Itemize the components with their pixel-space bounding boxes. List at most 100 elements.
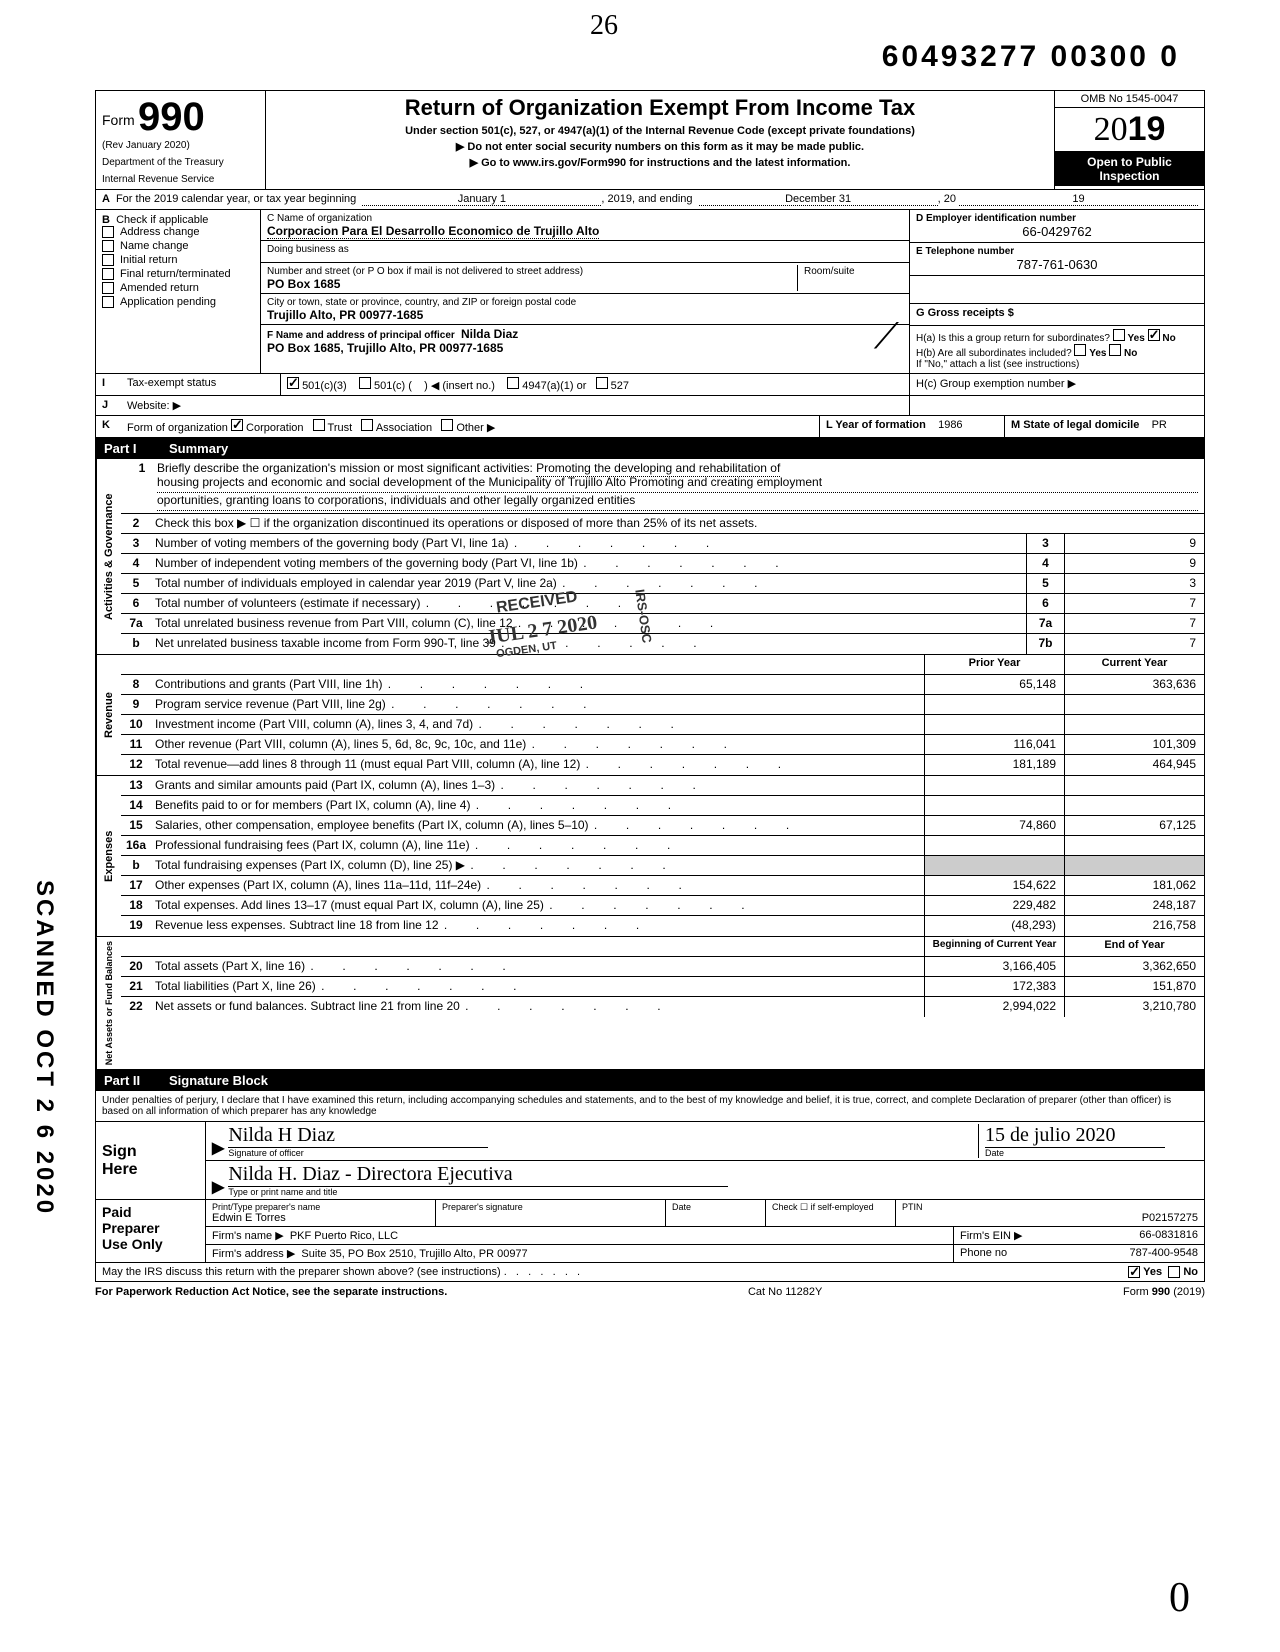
- checkbox-name-change[interactable]: [102, 240, 114, 252]
- typed-name-label: Type or print name and title: [228, 1187, 1198, 1197]
- preparer-label: Preparer: [102, 1220, 199, 1236]
- summary-line: 4Number of independent voting members of…: [121, 554, 1204, 574]
- part2-header: Part II Signature Block: [95, 1070, 1205, 1091]
- summary-line: 21Total liabilities (Part X, line 26)172…: [121, 977, 1204, 997]
- checkbox-discuss-no[interactable]: [1168, 1266, 1180, 1278]
- typed-name-value: Nilda H. Diaz - Directora Ejecutiva: [228, 1163, 728, 1187]
- form-label: Form: [102, 112, 135, 128]
- label-name-change: Name change: [120, 240, 189, 252]
- label-amended-return: Amended return: [120, 282, 199, 294]
- summary-expenses: Expenses 13Grants and similar amounts pa…: [95, 776, 1205, 937]
- city-label: City or town, state or province, country…: [267, 297, 576, 308]
- line-a: A For the 2019 calendar year, or tax yea…: [95, 190, 1205, 210]
- hb-note: If "No," attach a list (see instructions…: [916, 359, 1079, 370]
- room-label: Room/suite: [804, 266, 855, 277]
- checkbox-application-pending[interactable]: [102, 296, 114, 308]
- k-label: K: [102, 419, 110, 431]
- discuss-no: No: [1183, 1266, 1198, 1278]
- summary-line: bTotal fundraising expenses (Part IX, co…: [121, 856, 1204, 876]
- mission-label: Briefly describe the organization's miss…: [157, 461, 533, 475]
- arrow-icon: ▶: [212, 1138, 224, 1158]
- opt-501c3: 501(c)(3): [302, 380, 347, 392]
- checkbox-501c3[interactable]: [287, 377, 299, 389]
- ptin-value: P02157275: [902, 1212, 1198, 1224]
- org-address: PO Box 1685: [267, 277, 340, 291]
- year-prefix: 20: [1094, 111, 1128, 148]
- omb-number: OMB No 1545-0047: [1055, 91, 1204, 108]
- firm-phone-value: 787-400-9548: [1129, 1247, 1198, 1259]
- dept-treasury: Department of the Treasury: [102, 157, 259, 168]
- scanned-stamp: SCANNED OCT 2 6 2020: [30, 880, 58, 1216]
- side-label-expenses: Expenses: [96, 776, 121, 936]
- checkbox-address-change[interactable]: [102, 226, 114, 238]
- checkbox-4947[interactable]: [507, 377, 519, 389]
- discuss-text: May the IRS discuss this return with the…: [102, 1266, 501, 1278]
- summary-line: 15Salaries, other compensation, employee…: [121, 816, 1204, 836]
- handwritten-top: 26: [590, 10, 618, 42]
- sign-date-value: 15 de julio 2020: [985, 1124, 1165, 1148]
- ein-value: 66-0429762: [916, 224, 1198, 239]
- summary-line: 16aProfessional fundraising fees (Part I…: [121, 836, 1204, 856]
- checkbox-527[interactable]: [596, 377, 608, 389]
- dept-irs: Internal Revenue Service: [102, 174, 259, 185]
- summary-line: 9Program service revenue (Part VIII, lin…: [121, 695, 1204, 715]
- summary-line: 5Total number of individuals employed in…: [121, 574, 1204, 594]
- checkbox-corporation[interactable]: [231, 419, 243, 431]
- org-name: Corporacion Para El Desarrollo Economico…: [267, 224, 599, 239]
- opt-501c-insert: ) ◀ (insert no.): [424, 380, 495, 392]
- summary-line: 19Revenue less expenses. Subtract line 1…: [121, 916, 1204, 936]
- checkbox-hb-yes[interactable]: [1074, 344, 1086, 356]
- paid-label: Paid: [102, 1204, 199, 1220]
- prep-sig-label: Preparer's signature: [436, 1200, 666, 1226]
- handwritten-bottom: 0: [1169, 1574, 1190, 1622]
- arrow-icon: ▶: [212, 1177, 224, 1197]
- hb-label: H(b) Are all subordinates included?: [916, 348, 1072, 359]
- sign-date-label: Date: [985, 1148, 1198, 1158]
- discuss-yes: Yes: [1143, 1266, 1162, 1278]
- form-note-2: ▶ Go to www.irs.gov/Form990 for instruct…: [272, 156, 1048, 169]
- line-i: I Tax-exempt status 501(c)(3) 501(c) ( )…: [95, 374, 1205, 396]
- tax-year-begin: January 1: [362, 193, 601, 206]
- checkbox-discuss-yes[interactable]: [1128, 1266, 1140, 1278]
- summary-line: 7aTotal unrelated business revenue from …: [121, 614, 1204, 634]
- part1-num: Part I: [104, 441, 169, 456]
- checkbox-ha-yes[interactable]: [1113, 329, 1125, 341]
- ein-label: D Employer identification number: [916, 213, 1198, 224]
- checkbox-final-return[interactable]: [102, 268, 114, 280]
- ha-no: No: [1162, 333, 1175, 344]
- summary-line: 10Investment income (Part VIII, column (…: [121, 715, 1204, 735]
- col-begin-year: Beginning of Current Year: [924, 937, 1064, 956]
- checkbox-trust[interactable]: [313, 419, 325, 431]
- summary-activities: Activities & Governance 1 Briefly descri…: [95, 459, 1205, 655]
- summary-line: 13Grants and similar amounts paid (Part …: [121, 776, 1204, 796]
- firm-addr-label: Firm's address ▶: [212, 1248, 295, 1260]
- checkbox-amended-return[interactable]: [102, 282, 114, 294]
- checkbox-association[interactable]: [361, 419, 373, 431]
- signature-block: Under penalties of perjury, I declare th…: [95, 1091, 1205, 1282]
- perjury-statement: Under penalties of perjury, I declare th…: [96, 1091, 1204, 1122]
- checkbox-other[interactable]: [441, 419, 453, 431]
- summary-line: 8Contributions and grants (Part VIII, li…: [121, 675, 1204, 695]
- state-domicile-value: PR: [1152, 419, 1167, 431]
- firm-ein-label: Firm's EIN ▶: [960, 1230, 1023, 1242]
- ha-yes: Yes: [1128, 333, 1145, 344]
- form-header: Form 990 (Rev January 2020) Department o…: [95, 90, 1205, 190]
- use-only-label: Use Only: [102, 1236, 199, 1252]
- label-final-return: Final return/terminated: [120, 268, 231, 280]
- prep-print-value: Edwin E Torres: [212, 1212, 429, 1224]
- org-city: Trujillo Alto, PR 00977-1685: [267, 308, 423, 322]
- addr-label: Number and street (or P O box if mail is…: [267, 266, 583, 277]
- checkbox-ha-no[interactable]: [1148, 329, 1160, 341]
- revision: (Rev January 2020): [102, 140, 259, 151]
- part2-title: Signature Block: [169, 1073, 268, 1088]
- k-text: Form of organization: [127, 422, 228, 434]
- dba-label: Doing business as: [267, 244, 349, 255]
- opt-527: 527: [611, 380, 629, 392]
- checkbox-501c[interactable]: [359, 377, 371, 389]
- phone-value: 787-761-0630: [916, 257, 1198, 272]
- checkbox-hb-no[interactable]: [1109, 344, 1121, 356]
- checkbox-initial-return[interactable]: [102, 254, 114, 266]
- summary-revenue: Revenue Prior Year Current Year 8Contrib…: [95, 655, 1205, 776]
- line-a-yr-label: , 20: [938, 193, 956, 206]
- line-a-mid: , 2019, and ending: [601, 193, 692, 206]
